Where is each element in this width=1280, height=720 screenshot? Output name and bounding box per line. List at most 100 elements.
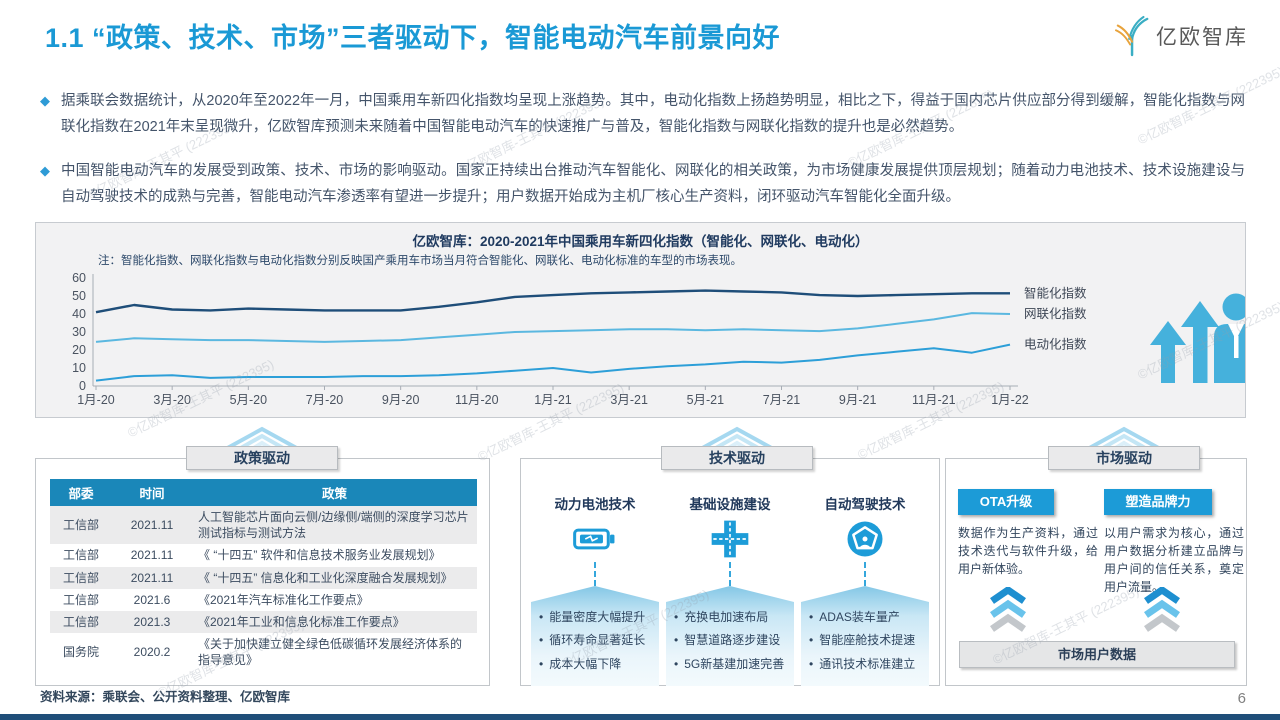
cell-time: 2020.2 bbox=[133, 645, 171, 660]
cell-ministry: 国务院 bbox=[62, 645, 99, 660]
bullet-item: ◆ 据乘联会数据统计，从2020年至2022年一月，中国乘用车新四化指数均呈现上… bbox=[40, 88, 1245, 140]
person-icon bbox=[1222, 293, 1245, 321]
index-line-chart: 0 10 20 30 40 50 60 1月-20 3月-20 5月-20 7月-20 9月-20 11… bbox=[72, 271, 1245, 407]
cell-policy: 《2021年汽车标准化工作要点》 bbox=[198, 592, 369, 607]
x-tick-label: 9月-20 bbox=[382, 393, 420, 407]
market-item-text: 以用户需求为核心，通过用户数据分析建立品牌与用户间的信任关系，奠定用户流量。 bbox=[1104, 526, 1244, 594]
table-row: 工信部 2021.11 《 “十四五” 软件和信息技术服务业发展规划》 bbox=[50, 544, 477, 566]
up-arrow-icon bbox=[1181, 301, 1219, 327]
logo-text: 亿欧智库 bbox=[1156, 26, 1248, 49]
cell-ministry: 工信部 bbox=[50, 566, 112, 589]
tech-banner: • 能量密度大幅提升 • 循环寿命显著延长 • 成本大幅下降 bbox=[531, 586, 659, 686]
tech-bullet-text: 通讯技术标准建立 bbox=[819, 656, 916, 671]
road-cross-icon bbox=[711, 520, 749, 558]
cell-policy: 人工智能芯片面向云侧/边缘侧/端侧的深度学习芯片测试指标与测试方法 bbox=[192, 506, 477, 545]
tech-bullet-text: 5G新基建加速完善 bbox=[684, 656, 785, 671]
tech-column-autonomous: 自动驾驶技术 • ADAS装车量产 • 智能座舱技术提速 • 通讯技术标准建立 bbox=[801, 493, 929, 686]
cell-ministry: 工信部 bbox=[62, 592, 99, 607]
legend-label: 智能化指数 bbox=[1024, 285, 1087, 300]
brand-power-button: 塑造品牌力 bbox=[1104, 489, 1212, 515]
series-line bbox=[95, 312, 1011, 343]
person-tie-icon bbox=[1228, 324, 1244, 340]
diamond-bullet-icon: ◆ bbox=[40, 93, 50, 108]
x-tick-label: 7月-20 bbox=[306, 393, 344, 407]
tech-column-battery: 动力电池技术 • 能量密度大幅提升 • 循环寿命显著延长 • 成本大幅下降 bbox=[531, 493, 659, 686]
cell-ministry: 工信部 bbox=[62, 548, 99, 563]
table-row: 国务院 2020.2 《关于加快建立健全绿色低碳循环发展经济体系的指导意见》 bbox=[50, 633, 477, 671]
chart-title: 亿欧智库：2020-2021年中国乘用车新四化指数（智能化、网联化、电动化） bbox=[412, 234, 869, 249]
tech-panel: 动力电池技术 • 能量密度大幅提升 • 循环寿命显著延长 • 成本大幅下降 基础设施建… bbox=[520, 458, 940, 686]
tech-column-title: 动力电池技术 bbox=[554, 497, 636, 512]
y-tick-label: 50 bbox=[72, 289, 86, 303]
table-row: 工信部 2021.3 《2021年工业和信息化标准工作要点》 bbox=[50, 610, 477, 634]
logo-icon bbox=[1114, 15, 1149, 57]
tab-market-driver: 市场驱动 bbox=[1048, 446, 1200, 470]
dashed-connector bbox=[729, 562, 731, 586]
cell-time: 2021.3 bbox=[112, 610, 192, 634]
col-header-policy: 政策 bbox=[192, 479, 477, 506]
logo: 亿欧智库 bbox=[1114, 14, 1248, 58]
policy-table: 部委 时间 政策 工信部 2021.11 人工智能芯片面向云侧/边缘侧/端侧的深… bbox=[50, 479, 477, 672]
chart-note: 注：智能化指数、网联化指数与电动化指数分别反映国产乘用车市场当月符合智能化、网联… bbox=[98, 255, 742, 267]
y-tick-label: 60 bbox=[72, 271, 86, 285]
cell-ministry: 工信部 bbox=[50, 506, 112, 545]
up-arrow-icon bbox=[1193, 327, 1208, 383]
tech-banner: • 充换电加速布局 • 智慧道路逐步建设 • 5G新基建加速完善 bbox=[666, 586, 794, 686]
x-tick-label: 1月-21 bbox=[534, 393, 572, 407]
x-tick-label: 1月-22 bbox=[991, 393, 1029, 407]
bullet-text: 据乘联会数据统计，从2020年至2022年一月，中国乘用车新四化指数均呈现上涨趋… bbox=[61, 93, 1245, 135]
y-tick-label: 30 bbox=[72, 325, 86, 339]
tech-bullet-text: ADAS装车量产 bbox=[819, 610, 900, 624]
table-header-row: 部委 时间 政策 bbox=[50, 479, 477, 506]
triple-chevron-up-icon bbox=[990, 587, 1026, 632]
diamond-bullet-icon: ◆ bbox=[40, 163, 50, 178]
x-tick-label: 11月-21 bbox=[912, 393, 956, 407]
x-tick-label: 3月-20 bbox=[153, 393, 191, 407]
cell-time: 2021.11 bbox=[112, 566, 192, 589]
index-chart-container: 亿欧智库：2020-2021年中国乘用车新四化指数（智能化、网联化、电动化） 注… bbox=[35, 222, 1246, 418]
series-line bbox=[95, 343, 1011, 382]
legend-label: 电动化指数 bbox=[1024, 337, 1087, 352]
page-number: 6 bbox=[1237, 690, 1246, 707]
cell-policy: 《 “十四五” 软件和信息技术服务业发展规划》 bbox=[198, 548, 441, 563]
cell-time: 2021.11 bbox=[130, 548, 174, 563]
y-tick-label: 0 bbox=[79, 379, 86, 393]
x-tick-label: 9月-21 bbox=[839, 393, 877, 407]
tech-bullet-text: 充换电加速布局 bbox=[684, 610, 769, 624]
tech-banner: • ADAS装车量产 • 智能座舱技术提速 • 通讯技术标准建立 bbox=[801, 586, 929, 686]
table-row: 工信部 2021.11 人工智能芯片面向云侧/边缘侧/端侧的深度学习芯片测试指标… bbox=[50, 506, 477, 545]
y-tick-label: 40 bbox=[72, 307, 86, 321]
tech-column-title: 自动驾驶技术 bbox=[824, 497, 906, 512]
dashed-connector bbox=[864, 562, 866, 586]
x-tick-label: 5月-21 bbox=[687, 393, 725, 407]
up-arrow-icon bbox=[1161, 345, 1175, 383]
market-user-data-bar: 市场用户数据 bbox=[959, 641, 1235, 668]
col-header-ministry: 部委 bbox=[50, 479, 112, 506]
battery-icon bbox=[573, 528, 615, 550]
legend-label: 网联化指数 bbox=[1024, 306, 1087, 321]
tech-bullet-text: 成本大幅下降 bbox=[549, 656, 622, 671]
x-tick-label: 3月-21 bbox=[610, 393, 648, 407]
bullet-text: 中国智能电动汽车的发展受到政策、技术、市场的影响驱动。国家正持续出台推动汽车智能… bbox=[61, 163, 1245, 205]
x-tick-label: 1月-20 bbox=[77, 393, 115, 407]
cell-policy: 《关于加快建立健全绿色低碳循环发展经济体系的指导意见》 bbox=[198, 637, 463, 668]
x-tick-label: 5月-20 bbox=[230, 393, 268, 407]
tab-tech-driver: 技术驱动 bbox=[661, 446, 813, 470]
tab-policy-driver: 政策驱动 bbox=[186, 446, 338, 470]
tech-column-title: 基础设施建设 bbox=[689, 497, 771, 512]
person-tie-icon bbox=[1234, 336, 1239, 358]
source-note: 资料来源：乘联会、公开资料整理、亿欧智库 bbox=[40, 690, 291, 704]
series-line bbox=[95, 289, 1010, 314]
up-arrow-icon bbox=[1150, 321, 1186, 345]
market-panel: OTA升级 数据作为生产资料，通过技术迭代与软件升级，给用户新体验。 塑造品牌力… bbox=[945, 458, 1247, 686]
tech-bullet-text: 智慧道路逐步建设 bbox=[684, 633, 781, 648]
tech-bullet-text: 能量密度大幅提升 bbox=[549, 610, 646, 624]
cell-time: 2021.6 bbox=[133, 592, 171, 607]
table-row: 工信部 2021.11 《 “十四五” 信息化和工业化深度融合发展规划》 bbox=[50, 566, 477, 589]
summary-bullets: ◆ 据乘联会数据统计，从2020年至2022年一月，中国乘用车新四化指数均呈现上… bbox=[40, 88, 1245, 228]
y-tick-label: 20 bbox=[72, 343, 86, 357]
dashed-connector bbox=[594, 562, 596, 586]
y-tick-label: 10 bbox=[72, 361, 86, 375]
tech-column-infrastructure: 基础设施建设 • 充换电加速布局 • 智慧道路逐步建设 • 5G新基建加速完善 bbox=[666, 493, 794, 686]
